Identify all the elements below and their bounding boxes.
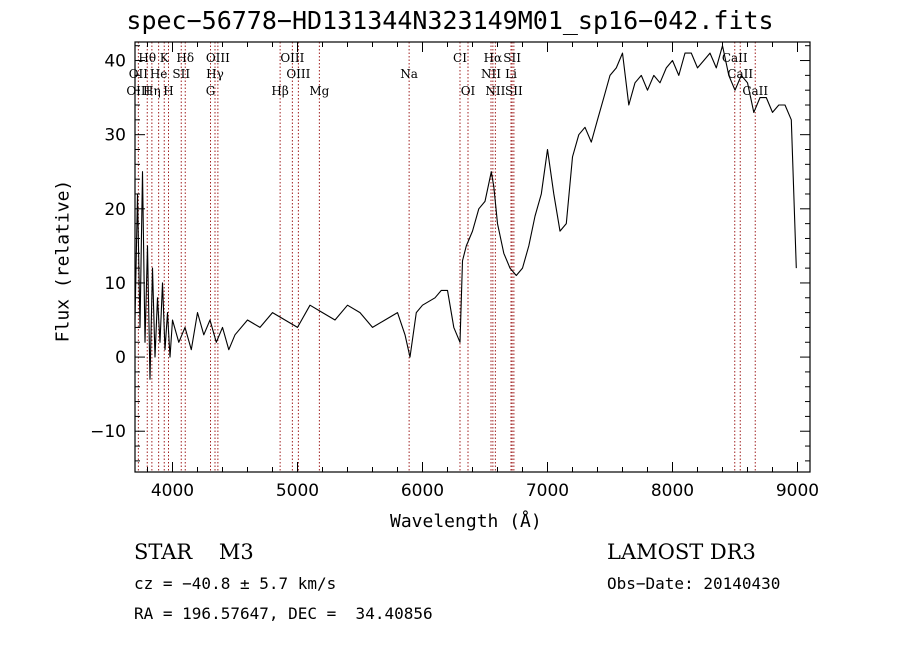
spectral-line-label: CaII bbox=[742, 84, 768, 98]
axis-ticks: 4000 5000 6000 7000 8000 9000 −10 0 10 20 30 40 bbox=[90, 42, 819, 501]
spectral-line-label: OIII bbox=[206, 51, 230, 65]
x-tick-label: 7000 bbox=[526, 481, 569, 501]
spectral-line-label: NII bbox=[485, 84, 505, 98]
spectral-line-markers bbox=[137, 42, 756, 472]
x-tick-label: 9000 bbox=[776, 481, 819, 501]
spectral-line-label: CaII bbox=[722, 51, 748, 65]
spectral-line-label: G bbox=[206, 84, 216, 98]
spectral-line-label: Li bbox=[505, 67, 517, 81]
spectral-line-label: NII bbox=[481, 67, 501, 81]
spectral-line-label: Hη bbox=[143, 84, 161, 98]
spectral-line-label: Na bbox=[400, 67, 418, 81]
spectral-line-label: OIII bbox=[286, 67, 310, 81]
object-class: STAR M3 bbox=[134, 540, 254, 564]
y-axis-label: Flux (relative) bbox=[52, 179, 74, 343]
spectral-line-label: SII bbox=[172, 67, 190, 81]
coordinates-info: RA = 196.57647, DEC = 34.40856 bbox=[134, 604, 433, 623]
spectral-line-label: K bbox=[160, 51, 170, 65]
spectral-line-label: Hγ bbox=[206, 67, 224, 81]
spectral-line-label: Hβ bbox=[271, 84, 288, 98]
observation-date: Obs−Date: 20140430 bbox=[607, 574, 781, 593]
plot-frame bbox=[134, 41, 811, 473]
spectral-line-label: H bbox=[163, 84, 173, 98]
spectral-line-label: He bbox=[150, 67, 168, 81]
y-tick-label: 20 bbox=[104, 200, 126, 220]
spectral-line-label: CI bbox=[453, 51, 467, 65]
y-tick-label: 0 bbox=[115, 348, 126, 368]
chart-title: spec−56778−HD131344N323149M01_sp16−042.f… bbox=[126, 6, 774, 35]
x-tick-label: 5000 bbox=[276, 481, 319, 501]
spectral-line-label: OII bbox=[129, 67, 149, 81]
redshift-info: cz = −40.8 ± 5.7 km/s bbox=[134, 574, 337, 593]
x-tick-label: 4000 bbox=[151, 481, 194, 501]
x-tick-label: 6000 bbox=[401, 481, 444, 501]
spectral-line-label: Hα bbox=[484, 51, 503, 65]
y-tick-label: 40 bbox=[104, 52, 126, 72]
spectral-line-label: Hθ bbox=[138, 51, 156, 65]
y-tick-label: 10 bbox=[104, 274, 126, 294]
survey-label: LAMOST DR3 bbox=[607, 540, 756, 564]
spectrum-line bbox=[134, 45, 797, 380]
spectral-line-label: SII bbox=[505, 84, 523, 98]
spectral-line-label: Mg bbox=[309, 84, 329, 98]
spectral-line-label: OIII bbox=[280, 51, 304, 65]
spectral-line-label: OI bbox=[461, 84, 476, 98]
spectral-line-label: OIII bbox=[126, 84, 150, 98]
x-axis-label: Wavelength (Å) bbox=[390, 511, 542, 532]
spectral-line-label: SII bbox=[503, 51, 521, 65]
spectral-line-label: CaII bbox=[727, 67, 753, 81]
spectral-line-label: Hδ bbox=[176, 51, 194, 65]
y-tick-label: −10 bbox=[90, 422, 126, 442]
x-tick-label: 8000 bbox=[651, 481, 694, 501]
y-tick-label: 30 bbox=[104, 126, 126, 146]
